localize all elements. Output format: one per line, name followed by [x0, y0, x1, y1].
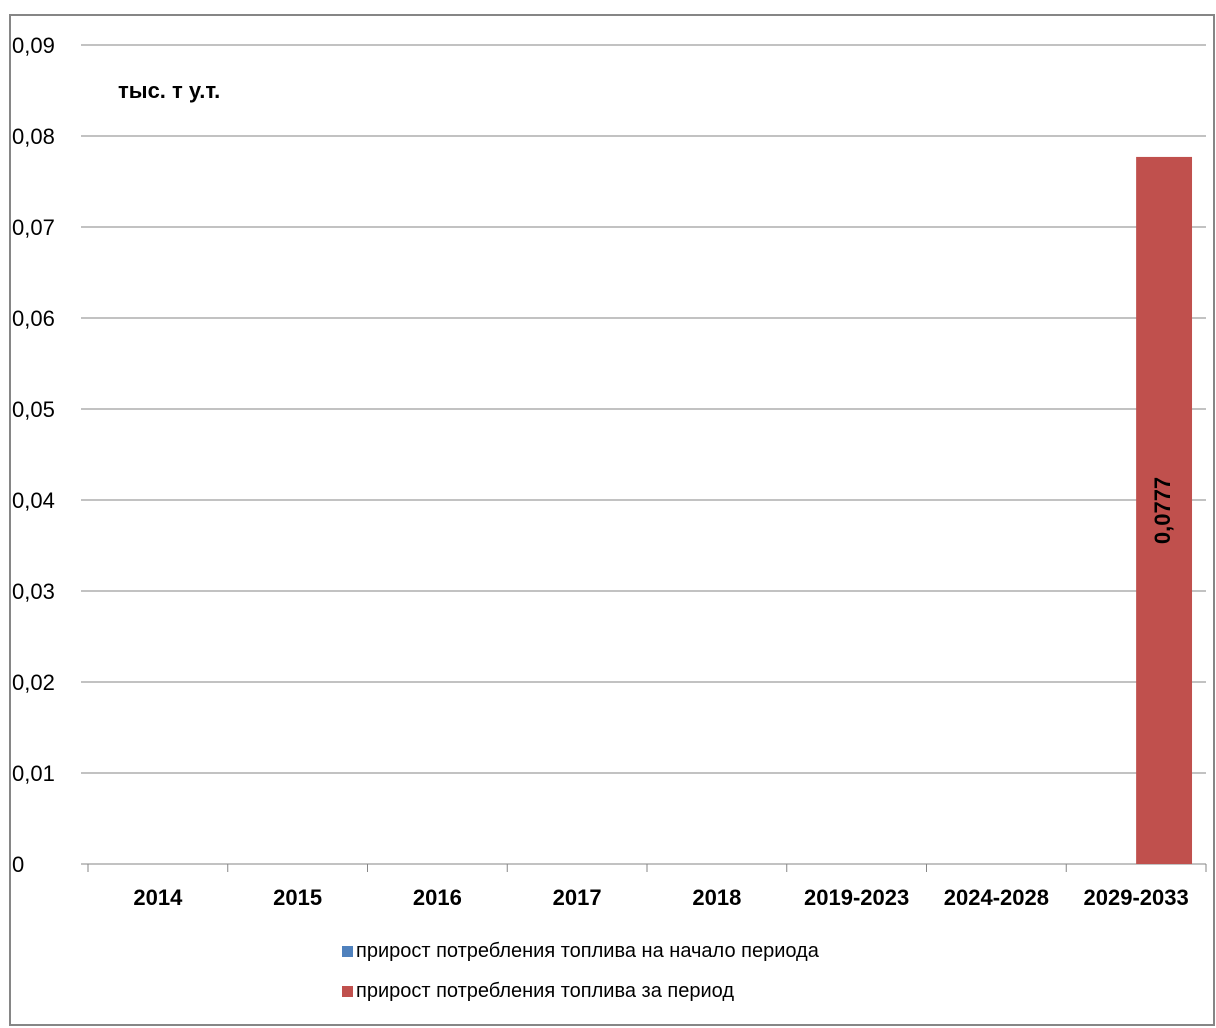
- y-tick-label: 0,07: [12, 215, 55, 240]
- x-tick-label: 2024-2028: [944, 885, 1049, 910]
- legend: прирост потребления топлива на начало пе…: [342, 940, 820, 1002]
- y-tick-label: 0,03: [12, 579, 55, 604]
- x-tick-labels: 2014 2015 2016 2017 2018 2019-2023 2024-2028 20…: [87, 864, 1207, 910]
- x-tick-label: 2018: [692, 885, 741, 910]
- bar: [1136, 156, 1193, 864]
- x-tick-label: 2016: [413, 885, 462, 910]
- x-tick-label: 2019-2023: [804, 885, 909, 910]
- y-tick-label: 0,02: [12, 670, 55, 695]
- y-tick-label: 0,09: [12, 33, 55, 58]
- data-labels: 0,0777: [1150, 477, 1175, 544]
- chart-border: [9, 14, 1215, 1026]
- data-label: 0,0777: [1150, 477, 1175, 544]
- gridlines: [81, 44, 1206, 865]
- legend-swatch: [342, 986, 353, 997]
- x-tick-label: 2014: [133, 885, 183, 910]
- legend-entry: прирост потребления топлива на начало пе…: [356, 940, 820, 962]
- y-tick-label: 0,04: [12, 488, 55, 513]
- y-tick-labels: 0 0,01 0,02 0,03 0,04 0,05 0,06 0,07 0,08 0,09: [12, 33, 55, 877]
- y-tick-label: 0,08: [12, 124, 55, 149]
- legend-swatch: [342, 946, 353, 957]
- x-tick-label: 2029-2033: [1084, 885, 1189, 910]
- y-tick-label: 0,01: [12, 761, 55, 786]
- y-tick-label: 0: [12, 852, 24, 877]
- y-tick-label: 0,05: [12, 397, 55, 422]
- bars: [1136, 156, 1193, 864]
- unit-label: тыс. т у.т.: [118, 78, 220, 103]
- x-tick-label: 2017: [553, 885, 602, 910]
- legend-entry: прирост потребления топлива за период: [356, 980, 734, 1002]
- x-tick-label: 2015: [273, 885, 322, 910]
- y-tick-label: 0,06: [12, 306, 55, 331]
